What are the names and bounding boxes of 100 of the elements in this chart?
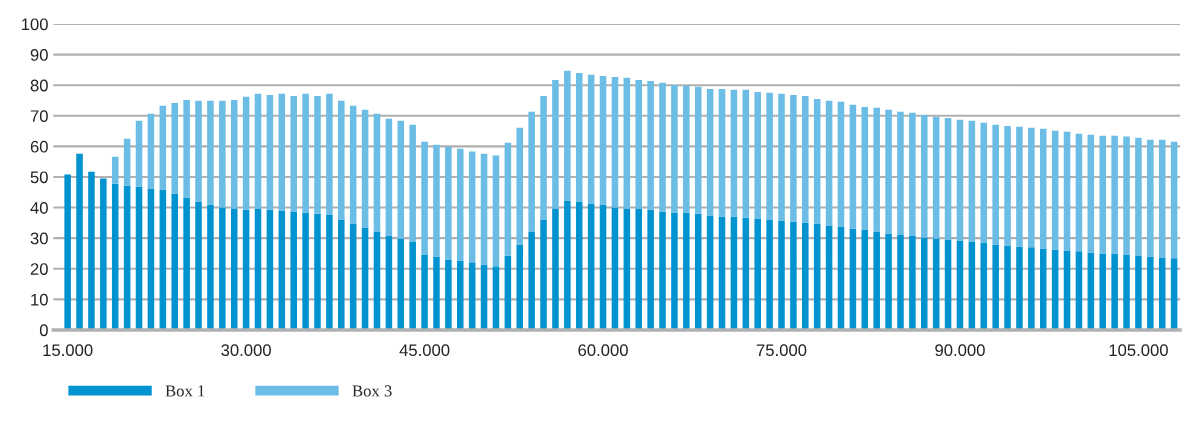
bar: [1170, 141, 1178, 259]
bar: [1123, 136, 1130, 255]
bar: [183, 99, 190, 198]
y-tick-label: 30: [30, 232, 48, 245]
bar: [766, 92, 773, 220]
bar: [968, 120, 976, 242]
bar: [587, 203, 595, 330]
bar: [1016, 246, 1023, 330]
y-tick-label: 0: [39, 324, 48, 337]
bar: [742, 217, 750, 330]
bar: [564, 200, 571, 330]
bar: [421, 254, 428, 330]
bar: [611, 207, 619, 330]
bar: [373, 113, 381, 232]
y-tick-label: 10: [31, 293, 48, 306]
bar: [635, 208, 642, 330]
bar: [528, 111, 535, 232]
bar: [980, 122, 988, 243]
bar: [837, 226, 845, 330]
bar: [314, 213, 321, 330]
bar: [338, 100, 345, 220]
bar: [956, 119, 964, 241]
bar: [1039, 248, 1047, 330]
bar: [111, 156, 119, 184]
bar: [266, 95, 274, 210]
bar: [992, 124, 999, 245]
x-tick-label: 45.000: [399, 344, 450, 357]
bar: [718, 88, 726, 217]
bar: [516, 244, 524, 330]
bar: [1147, 256, 1154, 330]
bar: [921, 114, 928, 238]
bar: [659, 82, 666, 212]
bar: [492, 155, 500, 267]
bar: [1123, 254, 1130, 330]
bar: [1170, 258, 1178, 330]
bar: [159, 105, 167, 190]
bar: [135, 186, 143, 330]
y-tick-label: 70: [30, 110, 48, 123]
bar: [468, 262, 476, 330]
bar: [100, 178, 107, 330]
bar: [849, 104, 857, 229]
bar: [1158, 139, 1166, 258]
bar: [1004, 125, 1011, 246]
bar: [207, 204, 214, 330]
bar: [897, 234, 904, 330]
bar: [540, 219, 547, 330]
bar: [1028, 127, 1035, 248]
bar: [778, 93, 785, 221]
bar: [802, 95, 809, 223]
bar: [623, 208, 631, 330]
bar: [1063, 131, 1071, 251]
bar: [421, 141, 428, 255]
bar: [575, 201, 583, 330]
bar: [980, 242, 988, 330]
bar: [409, 241, 416, 330]
bar: [837, 101, 845, 227]
bar: [944, 239, 952, 330]
bar: [706, 215, 714, 330]
bar: [159, 189, 167, 330]
bar: [1147, 139, 1154, 257]
bar: [873, 107, 880, 232]
bar: [409, 124, 416, 242]
bar: [183, 197, 190, 330]
bar: [219, 207, 226, 330]
bar: [635, 80, 642, 209]
y-tick-label: 90: [30, 49, 48, 61]
bar: [730, 89, 738, 217]
bar: [575, 72, 583, 202]
bar: [909, 112, 916, 236]
bar: [361, 227, 369, 330]
bar: [730, 216, 738, 330]
y-tick-label: 40: [30, 201, 48, 214]
bar: [754, 218, 761, 330]
bar: [1111, 253, 1118, 330]
bar: [932, 116, 940, 239]
bar: [326, 93, 333, 215]
bar: [564, 70, 571, 201]
bar: [480, 153, 488, 265]
bar: [195, 201, 202, 330]
bar: [433, 144, 440, 257]
bar: [754, 91, 761, 219]
bar: [195, 100, 202, 202]
bar: [813, 98, 821, 224]
bar: [885, 109, 892, 234]
bar: [1135, 255, 1142, 330]
x-tick-label: 60.000: [578, 344, 628, 357]
bar: [683, 85, 690, 213]
bar: [230, 208, 238, 330]
bar: [921, 237, 928, 330]
bar: [1028, 247, 1035, 330]
bar: [647, 209, 654, 330]
bar: [207, 100, 214, 205]
bar: [802, 222, 809, 330]
bar: [718, 216, 726, 330]
bar: [254, 93, 262, 209]
bar: [599, 76, 607, 205]
bar: [373, 231, 381, 330]
bar: [790, 221, 797, 330]
bar: [1075, 251, 1083, 330]
bar: [599, 204, 607, 330]
